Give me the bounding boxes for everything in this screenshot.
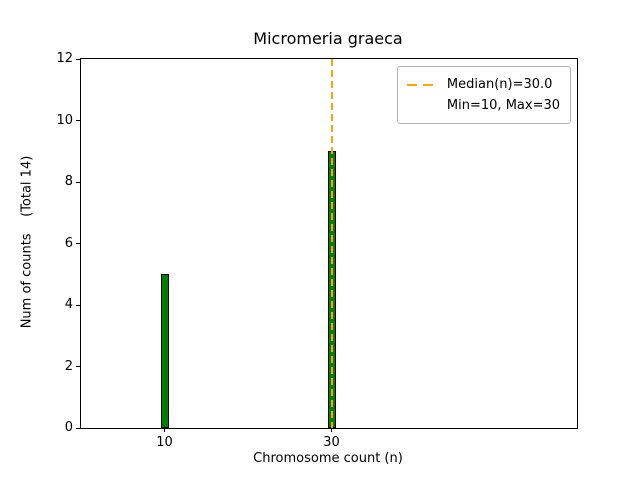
chart-title: Micromeria graeca <box>253 29 403 48</box>
x-tick-label: 10 <box>156 435 173 450</box>
y-axis-label: Num of counts (Total 14) <box>19 155 35 329</box>
legend-label-minmax: Min=10, Max=30 <box>446 98 560 113</box>
y-tick-label: 8 <box>64 174 73 189</box>
y-tick-label: 2 <box>64 358 73 374</box>
x-tick <box>164 428 165 432</box>
x-tick <box>331 428 332 432</box>
legend-entry-minmax: Min=10, Max=30 <box>407 95 560 116</box>
legend-label-median: Median(n)=30.0 <box>446 77 553 92</box>
y-tick <box>76 366 80 367</box>
legend-entry-median: Median(n)=30.0 <box>406 74 560 95</box>
bar-10 <box>160 274 169 428</box>
legend: Median(n)=30.0 Min=10, Max=30 <box>396 66 571 124</box>
y-tick <box>76 181 80 183</box>
x-axis-label: Chromosome count (n) <box>253 451 403 466</box>
y-tick-label: 12 <box>56 51 73 66</box>
plot-area: Median(n)=30.0 Min=10, Max=30 0 2 4 6 8 10 12 1… <box>56 51 578 450</box>
y-tick-label: 4 <box>64 297 73 312</box>
y-tick <box>76 304 80 306</box>
y-tick <box>76 243 80 244</box>
y-tick <box>76 58 80 60</box>
y-tick-label: 6 <box>64 235 73 251</box>
y-tick <box>76 427 80 429</box>
y-tick <box>76 120 80 121</box>
legend-key-spacer <box>407 105 439 107</box>
x-tick-label: 30 <box>323 435 340 450</box>
median-dashed-line-icon <box>406 83 439 86</box>
median-line <box>330 59 333 428</box>
y-tick-label: 0 <box>64 420 73 435</box>
y-tick-label: 10 <box>56 112 73 128</box>
